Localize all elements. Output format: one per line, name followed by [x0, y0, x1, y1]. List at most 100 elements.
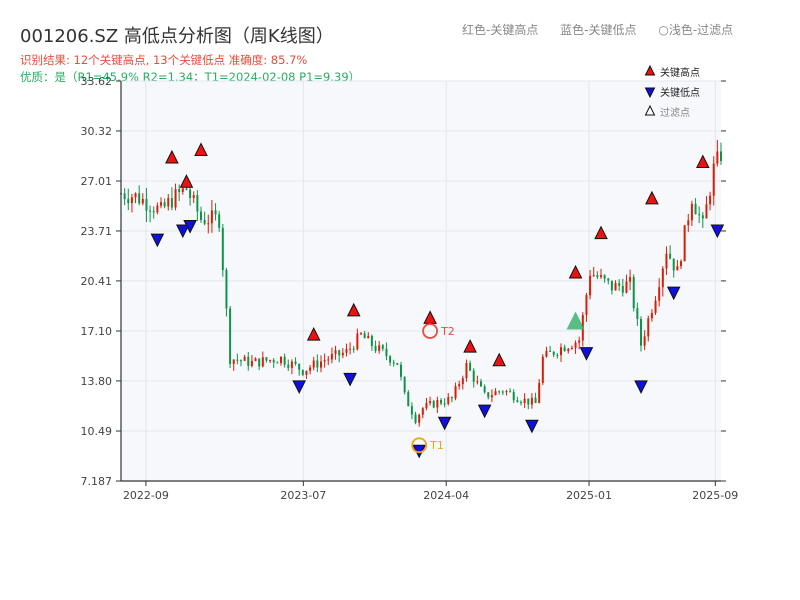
candle-body: [192, 195, 195, 199]
candle-body: [287, 364, 290, 368]
candle-body: [240, 360, 242, 362]
key-high-marker: [645, 190, 659, 205]
candle-body: [403, 376, 406, 393]
candle: [472, 368, 475, 388]
candle-body: [316, 360, 319, 368]
legend-label: 关键高点: [660, 66, 700, 79]
candle: [378, 340, 381, 354]
candle: [632, 274, 635, 312]
candle: [265, 356, 268, 363]
candle: [585, 292, 588, 322]
candle: [440, 398, 442, 406]
candle-body: [247, 356, 250, 366]
candle: [621, 278, 624, 297]
candle-body: [509, 391, 512, 393]
candle-body: [389, 356, 392, 363]
candle: [607, 277, 610, 285]
key-low-marker: [525, 419, 539, 434]
candle-body: [665, 253, 668, 269]
candle-body: [556, 354, 559, 356]
candle-body: [261, 357, 264, 367]
candle: [181, 186, 184, 195]
legend-swatch: [644, 64, 656, 76]
candle: [138, 185, 141, 206]
key-low-marker: [292, 380, 306, 395]
candle: [261, 351, 264, 368]
candle: [625, 274, 628, 294]
candle: [410, 402, 413, 420]
candle: [421, 406, 424, 419]
candle: [200, 206, 202, 223]
candle: [567, 347, 570, 354]
candle-body: [363, 333, 366, 339]
top-legend: 红色-关键高点 蓝色-关键低点 ○浅色-过滤点: [462, 21, 733, 38]
candle-body: [392, 362, 395, 364]
labeled-point-text: T2: [440, 325, 455, 338]
candle: [123, 188, 126, 206]
candle: [385, 342, 388, 361]
candle-body: [574, 342, 577, 348]
candle: [349, 342, 352, 355]
candle-body: [487, 392, 490, 398]
candle-body: [450, 397, 453, 399]
candle-body: [680, 261, 682, 267]
legend-swatch: [644, 104, 656, 116]
legend-label: 关键低点: [660, 86, 700, 99]
candle: [345, 343, 348, 357]
candle-body: [189, 189, 192, 199]
candle-body: [167, 198, 170, 207]
axes: 7.187 10.49 13.80 17.10 20.41 23.71 27.01 30.32…: [81, 75, 739, 502]
candle: [425, 397, 428, 411]
candle: [360, 331, 362, 336]
candle-body: [672, 258, 675, 271]
candle: [381, 344, 384, 352]
y-tick-label: 27.01: [81, 175, 113, 188]
candle-body: [716, 151, 719, 164]
candle: [480, 378, 482, 387]
candle: [647, 315, 650, 342]
candle: [494, 388, 497, 396]
candle-body: [294, 361, 297, 364]
candle-body: [676, 266, 679, 271]
candle-body: [229, 308, 232, 364]
candle-body: [610, 280, 613, 291]
key-high-marker: [568, 264, 583, 279]
candle-body: [207, 223, 210, 225]
candle: [156, 202, 159, 215]
candle: [167, 194, 170, 211]
candle: [705, 196, 708, 219]
candle: [294, 357, 297, 366]
candle: [629, 269, 632, 291]
candle-body: [618, 283, 621, 286]
candle-body: [654, 300, 657, 313]
candle-body: [400, 364, 402, 377]
candle-body: [127, 199, 130, 204]
candle: [127, 188, 130, 211]
candle: [323, 353, 326, 368]
candle: [141, 193, 144, 206]
candle: [312, 356, 315, 371]
candle: [458, 380, 461, 390]
candle: [130, 193, 133, 213]
candle-body: [410, 406, 413, 415]
candle: [465, 359, 468, 382]
candle-body: [494, 391, 497, 396]
top-legend-high: 红色-关键高点: [462, 23, 539, 37]
x-tick-label: 2023-07: [280, 489, 326, 502]
candle: [578, 336, 581, 350]
x-tick-label: 2022-09: [123, 489, 169, 502]
top-legend-filtered: ○浅色-过滤点: [658, 23, 734, 37]
candle-body: [647, 318, 650, 337]
candle: [367, 332, 370, 339]
candle: [338, 349, 341, 363]
key-high-marker: [463, 339, 477, 353]
candle-body: [269, 360, 272, 362]
candle: [698, 206, 701, 224]
candle: [229, 306, 232, 369]
candle-body: [356, 333, 359, 350]
candle: [287, 359, 290, 371]
y-tick-label: 30.32: [81, 125, 113, 138]
candle: [687, 213, 690, 233]
candle-body: [141, 198, 144, 204]
key-low-marker: [176, 224, 190, 239]
